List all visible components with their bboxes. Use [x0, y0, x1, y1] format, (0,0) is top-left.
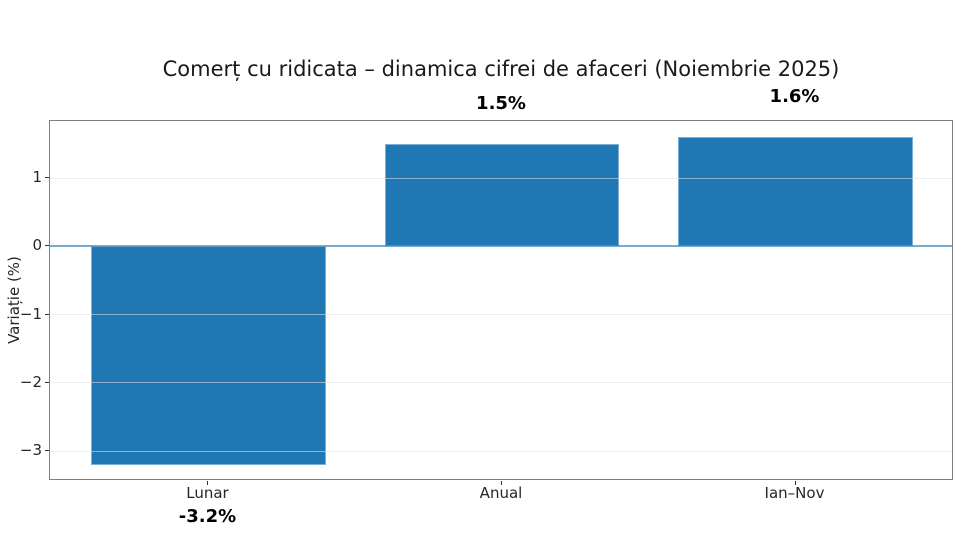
gridline-y--1	[50, 314, 952, 316]
value-label-ian-nov: 1.6%	[769, 86, 820, 108]
y-tick-label--3: −3	[19, 441, 42, 459]
y-tick-label--1: −1	[19, 304, 42, 323]
y-tick-label--2: −2	[19, 372, 42, 391]
x-tick-mark	[501, 481, 502, 485]
y-tick-mark	[45, 313, 49, 315]
gridline-y--3	[50, 450, 952, 452]
y-tick-label-1: 1	[32, 168, 42, 187]
chart-title: Comerț cu ridicata – dinamica cifrei de …	[162, 57, 840, 81]
gridline-y-0	[50, 245, 952, 247]
y-tick-mark	[45, 381, 49, 383]
gridline-y--2	[50, 382, 952, 384]
y-tick-mark	[45, 177, 49, 179]
y-tick-label-0: 0	[32, 236, 42, 255]
value-label-anual: 1.5%	[476, 93, 526, 115]
plot-area	[49, 120, 953, 480]
x-tick-mark	[794, 481, 796, 485]
bar-ian-nov	[678, 137, 913, 247]
x-tick-mark	[207, 481, 209, 485]
y-tick-mark	[45, 245, 49, 247]
x-tick-label-anual: Anual	[479, 484, 523, 502]
y-axis-label: Variație (%)	[5, 256, 23, 344]
value-label-lunar: -3.2%	[178, 506, 237, 527]
x-tick-label-ian-nov: Ian–Nov	[764, 484, 825, 502]
y-tick-mark	[45, 450, 49, 451]
bar-anual	[384, 144, 620, 247]
bar-lunar	[91, 246, 326, 465]
x-tick-label-lunar: Lunar	[186, 484, 229, 502]
gridline-y-1	[50, 177, 952, 179]
